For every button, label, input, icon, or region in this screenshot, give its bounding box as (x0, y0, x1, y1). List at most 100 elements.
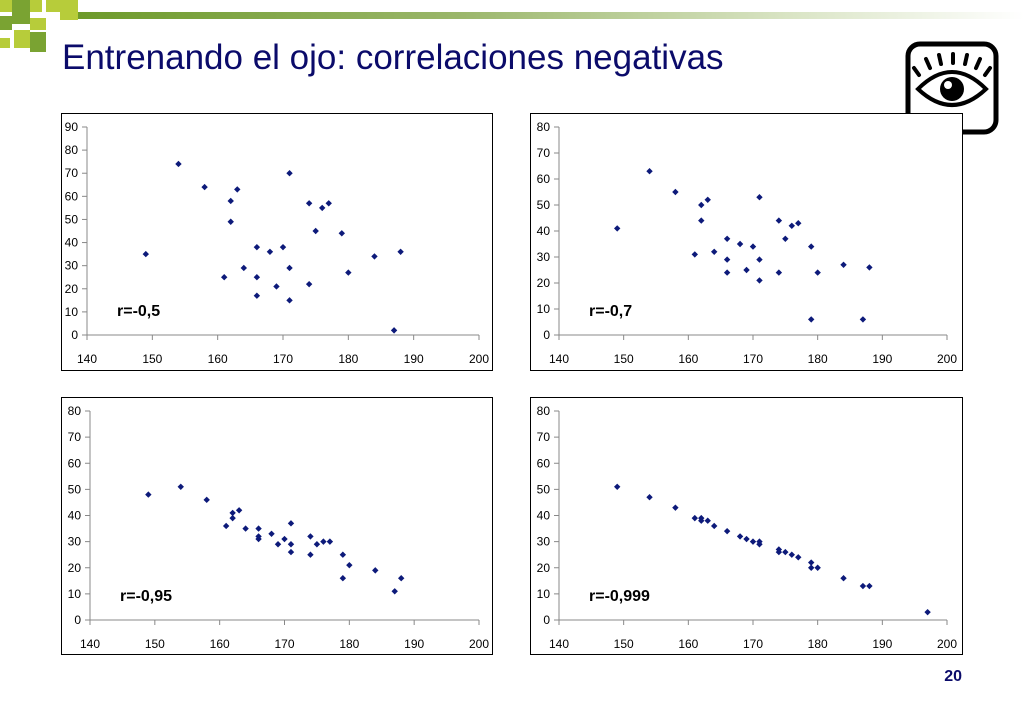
y-tick-label: 60 (65, 189, 79, 203)
data-point (319, 204, 326, 212)
x-tick-label: 160 (208, 352, 228, 366)
y-tick-label: 20 (537, 276, 551, 290)
data-point (145, 491, 152, 498)
chart-frame (530, 397, 963, 655)
data-point (371, 253, 378, 260)
y-tick-label: 80 (537, 120, 551, 134)
correlation-label: r=-0,7 (589, 303, 632, 320)
data-point (312, 227, 319, 235)
correlation-label: r=-0,999 (589, 588, 650, 605)
y-tick-label: 80 (68, 404, 82, 418)
y-tick-label: 50 (537, 198, 551, 212)
header-square (12, 0, 30, 24)
correlation-label: r=-0,95 (120, 588, 172, 605)
data-point (397, 248, 404, 255)
data-point (142, 250, 149, 258)
x-tick-label: 190 (872, 352, 892, 366)
y-tick-label: 30 (68, 535, 82, 549)
data-point (229, 509, 236, 517)
x-tick-label: 170 (743, 352, 763, 366)
y-tick-label: 40 (65, 236, 79, 250)
scatter-plot: 140 150 160 170 180 190 200 0 10 20 30 40 50 60 70 80 r=… (530, 113, 963, 371)
data-point (756, 194, 763, 201)
data-point (221, 274, 228, 281)
y-tick-label: 70 (68, 430, 82, 444)
scatter-plot: 140 150 160 170 180 190 200 0 10 20 30 40 50 60 70 80 r=… (530, 397, 963, 655)
chart-frame (61, 113, 493, 371)
x-tick-label: 180 (808, 637, 828, 651)
header-square (46, 0, 60, 12)
chart-frame (530, 113, 963, 371)
y-tick-label: 60 (68, 456, 82, 470)
data-point (814, 564, 821, 571)
x-tick-label: 140 (549, 637, 569, 651)
y-tick-label: 20 (537, 561, 551, 575)
x-tick-label: 170 (273, 352, 293, 366)
data-point (859, 316, 867, 323)
chart-panel-r-07: 140 150 160 170 180 190 200 0 10 20 30 40 50 60 70 80 r=… (530, 113, 963, 371)
data-point (253, 292, 261, 299)
x-tick-label: 160 (678, 637, 698, 651)
data-point (253, 243, 261, 251)
page-number: 20 (944, 668, 962, 685)
y-tick-label: 10 (537, 587, 551, 601)
x-tick-label: 140 (549, 352, 569, 366)
x-tick-label: 200 (937, 637, 957, 651)
x-tick-label: 170 (743, 637, 763, 651)
data-point (240, 264, 247, 272)
y-tick-label: 10 (68, 587, 82, 601)
x-tick-label: 150 (142, 352, 162, 366)
x-tick-label: 190 (872, 637, 892, 651)
data-point (788, 551, 795, 558)
data-point (698, 217, 705, 224)
correlation-label: r=-0,5 (117, 303, 160, 320)
data-point (227, 218, 234, 225)
x-tick-label: 180 (338, 352, 358, 366)
y-tick-label: 60 (537, 456, 551, 470)
header-square (0, 38, 10, 48)
header-square (30, 32, 46, 52)
data-point (203, 496, 210, 504)
y-tick-label: 0 (71, 328, 78, 342)
y-tick-label: 0 (74, 613, 81, 627)
data-point (704, 196, 711, 203)
y-tick-label: 30 (65, 259, 79, 273)
data-point (325, 200, 332, 207)
data-point (840, 261, 847, 268)
y-tick-label: 90 (65, 120, 79, 134)
data-point (345, 269, 352, 276)
data-point (646, 494, 653, 501)
data-point (242, 525, 249, 532)
data-point (723, 235, 731, 242)
scatter-plot: 140 150 160 170 180 190 200 0 10 20 30 40 50 60 70 80 90… (61, 113, 493, 371)
y-tick-label: 20 (65, 282, 79, 296)
y-tick-label: 0 (543, 613, 550, 627)
data-point (177, 483, 184, 490)
slide-title: Entrenando el ojo: correlaciones negativ… (62, 38, 724, 77)
data-point (866, 264, 873, 271)
data-point (227, 197, 234, 205)
data-point (698, 201, 705, 209)
y-tick-label: 60 (537, 172, 551, 186)
x-tick-label: 190 (404, 637, 424, 651)
scatter-plot: 140 150 160 170 180 190 200 0 10 20 30 40 50 60 70 80 r=… (61, 397, 493, 655)
eye-icon (905, 41, 999, 135)
data-point (749, 243, 757, 250)
data-point (253, 274, 261, 281)
data-point (286, 297, 293, 304)
x-tick-label: 150 (145, 637, 165, 651)
data-point (307, 551, 314, 558)
y-tick-label: 70 (537, 146, 551, 160)
data-point (339, 551, 347, 558)
data-point (279, 243, 287, 251)
data-point (286, 264, 293, 272)
data-point (255, 525, 262, 532)
y-tick-label: 0 (543, 328, 550, 342)
y-tick-label: 10 (65, 305, 79, 319)
x-tick-label: 180 (339, 637, 359, 651)
y-tick-label: 50 (65, 212, 79, 226)
header-square (0, 0, 12, 12)
data-point (646, 168, 653, 175)
data-point (808, 564, 815, 571)
data-point (175, 160, 182, 168)
